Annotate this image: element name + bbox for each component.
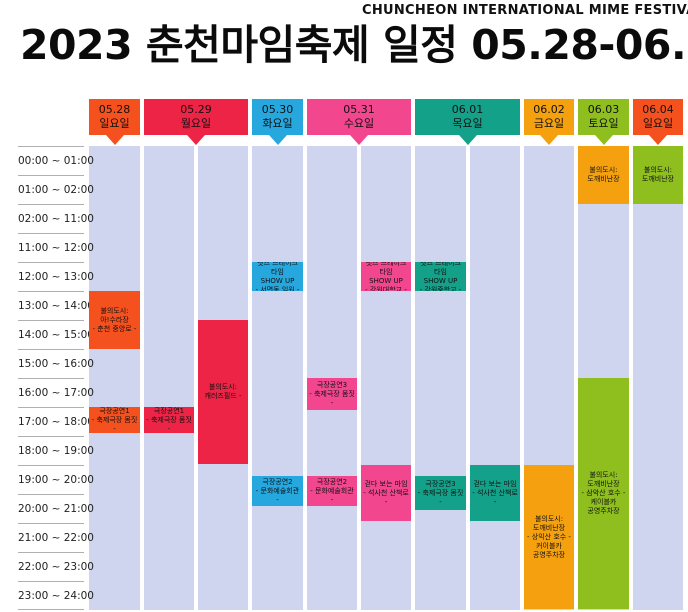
day-column-0528 [89, 146, 140, 610]
day-column-0531b [361, 146, 411, 610]
event-block-fire-city-field[interactable]: 불의도시: 캐러즈필드 - [198, 320, 248, 464]
event-block-show-up[interactable]: 렛츠 브레이크 타임 SHOW UP - 강원대학교 - [361, 262, 411, 291]
day-weekday: 월요일 [180, 117, 212, 130]
day-column-0530 [252, 146, 303, 610]
event-block-walking-mime[interactable]: 걷다 보는 마임 - 석사천 산책로 - [470, 465, 520, 521]
event-block-theater-3[interactable]: 극장공연3 - 축제극장 몸짓 - [307, 378, 357, 410]
day-column-0604 [633, 146, 683, 610]
time-slot: 23:00 ~ 24:00 [18, 581, 94, 610]
day-date: 06.03 [587, 103, 620, 116]
day-date: 05.30 [261, 103, 294, 116]
grid-line [18, 609, 84, 610]
time-slot: 11:00 ~ 12:00 [18, 233, 94, 262]
event-block-dokkaebi[interactable]: 불의도시: 도깨비난장 - 삼악산 호수 - 케이블카 공영주차장 [578, 378, 629, 609]
time-slot: 17:00 ~ 18:00 [18, 407, 94, 436]
day-weekday: 화요일 [262, 117, 293, 130]
day-date: 05.28 [98, 103, 131, 116]
time-slot: 22:00 ~ 23:00 [18, 552, 94, 581]
time-slot: 16:00 ~ 17:00 [18, 378, 94, 407]
day-header-0529: 05.29 월요일 [144, 99, 248, 145]
page-title: 2023 춘천마임축제 일정 05.28-06.04 [20, 21, 688, 69]
time-slot: 18:00 ~ 19:00 [18, 436, 94, 465]
time-slot: 13:00 ~ 14:00 [18, 291, 94, 320]
day-header-0603: 06.03 토요일 [578, 99, 629, 145]
event-block-theater-3[interactable]: 극장공연3 - 축제극장 몸짓 - [415, 476, 466, 510]
day-header-0531: 05.31 수요일 [307, 99, 411, 145]
event-block-fire-city-asura[interactable]: 불의도시: 아!수라장 - 춘천 중앙로 - [89, 291, 140, 349]
event-block-theater-2[interactable]: 극장공연2 - 문화예술회관 - [252, 476, 303, 506]
time-slot: 21:00 ~ 22:00 [18, 523, 94, 552]
time-slot: 00:00 ~ 01:00 [18, 146, 94, 175]
day-date: 05.29 [180, 103, 212, 116]
day-date: 06.04 [642, 103, 674, 116]
day-weekday: 일요일 [99, 117, 130, 130]
day-weekday: 수요일 [343, 117, 375, 130]
event-block-theater-1[interactable]: 극장공연1 - 축제극장 몸짓 - [144, 407, 194, 433]
time-slot: 15:00 ~ 16:00 [18, 349, 94, 378]
time-slot: 14:00 ~ 15:00 [18, 320, 94, 349]
time-slot: 20:00 ~ 21:00 [18, 494, 94, 523]
time-slot: 19:00 ~ 20:00 [18, 465, 94, 494]
day-header-0530: 05.30 화요일 [252, 99, 303, 145]
time-slot: 02:00 ~ 11:00 [18, 204, 94, 233]
day-header-0604: 06.04 일요일 [633, 99, 683, 145]
time-slot: 12:00 ~ 13:00 [18, 262, 94, 291]
day-header-0601: 06.01 목요일 [415, 99, 520, 145]
event-block-show-up[interactable]: 렛츠 브레이크 타임 SHOW UP - 서면동 일원 - [252, 262, 303, 291]
day-weekday: 일요일 [642, 117, 674, 130]
day-date: 06.01 [451, 103, 484, 116]
day-date: 05.31 [343, 103, 375, 116]
time-slot: 01:00 ~ 02:00 [18, 175, 94, 204]
event-block-theater-1[interactable]: 극장공연1 - 축제극장 몸짓 - [89, 407, 140, 433]
day-header-0602: 06.02 금요일 [524, 99, 574, 145]
day-weekday: 토요일 [588, 117, 619, 130]
festival-subtitle: CHUNCHEON INTERNATIONAL MIME FESTIVAL [362, 3, 688, 18]
day-weekday: 금요일 [533, 117, 565, 130]
day-column-0529a [144, 146, 194, 610]
event-block-walking-mime[interactable]: 걷다 보는 마임 - 석사천 산책로 - [361, 465, 411, 521]
event-block-dokkaebi[interactable]: 불의도시: 도깨비난장 - 상익산 호수 - 커이블카 공영주차장 [524, 465, 574, 609]
event-block-theater-2[interactable]: 극장공연2 - 문화예술회관 - [307, 476, 357, 506]
event-block-dokkaebi[interactable]: 불의도시: 도깨비난장 [578, 146, 629, 204]
day-header-0528: 05.28 일요일 [89, 99, 140, 145]
day-date: 06.02 [533, 103, 565, 116]
day-column-0601b [470, 146, 520, 610]
day-weekday: 목요일 [452, 117, 483, 130]
event-block-show-up[interactable]: 렛츠 브레이크 타임 SHOW UP - 강원중학교 - [415, 262, 466, 291]
day-column-0601a [415, 146, 466, 610]
event-block-dokkaebi[interactable]: 불의도시: 도깨비난장 [633, 146, 683, 204]
